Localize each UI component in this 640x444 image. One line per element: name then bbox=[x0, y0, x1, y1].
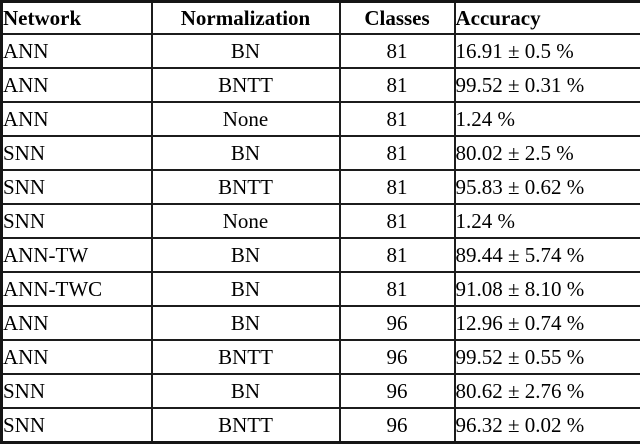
column-header-network: Network bbox=[2, 2, 152, 35]
table-cell: 96 bbox=[340, 374, 455, 408]
table-cell: ANN bbox=[2, 340, 152, 374]
table-cell: 81 bbox=[340, 102, 455, 136]
table-cell: 96 bbox=[340, 408, 455, 443]
table-cell: SNN bbox=[2, 408, 152, 443]
table-cell: SNN bbox=[2, 374, 152, 408]
table-cell: 99.52 ± 0.55 % bbox=[455, 340, 640, 374]
table-cell: 1.24 % bbox=[455, 204, 640, 238]
table-cell: 89.44 ± 5.74 % bbox=[455, 238, 640, 272]
table-cell: SNN bbox=[2, 136, 152, 170]
table-cell: 81 bbox=[340, 204, 455, 238]
table-cell: SNN bbox=[2, 204, 152, 238]
table-cell: ANN bbox=[2, 34, 152, 68]
table-cell: None bbox=[152, 204, 340, 238]
table-cell: 81 bbox=[340, 272, 455, 306]
table-cell: 81 bbox=[340, 238, 455, 272]
table-cell: BNTT bbox=[152, 68, 340, 102]
table-cell: BNTT bbox=[152, 340, 340, 374]
table-cell: 95.83 ± 0.62 % bbox=[455, 170, 640, 204]
table-cell: 12.96 ± 0.74 % bbox=[455, 306, 640, 340]
table-cell: 1.24 % bbox=[455, 102, 640, 136]
table-cell: ANN bbox=[2, 68, 152, 102]
table-cell: BNTT bbox=[152, 170, 340, 204]
table-cell: BN bbox=[152, 272, 340, 306]
table-cell: ANN bbox=[2, 306, 152, 340]
table-cell: BN bbox=[152, 306, 340, 340]
table-cell: 81 bbox=[340, 68, 455, 102]
table-cell: BN bbox=[152, 136, 340, 170]
table-cell: ANN-TW bbox=[2, 238, 152, 272]
table-cell: 96.32 ± 0.02 % bbox=[455, 408, 640, 443]
table-cell: BN bbox=[152, 374, 340, 408]
column-header-accuracy: Accuracy bbox=[455, 2, 640, 35]
column-header-normalization: Normalization bbox=[152, 2, 340, 35]
table-cell: BN bbox=[152, 34, 340, 68]
table-cell: 91.08 ± 8.10 % bbox=[455, 272, 640, 306]
table-cell: 81 bbox=[340, 136, 455, 170]
table-cell: 96 bbox=[340, 306, 455, 340]
table-cell: SNN bbox=[2, 170, 152, 204]
table-cell: 81 bbox=[340, 34, 455, 68]
table-cell: None bbox=[152, 102, 340, 136]
table-cell: 81 bbox=[340, 170, 455, 204]
table-cell: BN bbox=[152, 238, 340, 272]
table-cell: BNTT bbox=[152, 408, 340, 443]
table-cell: 16.91 ± 0.5 % bbox=[455, 34, 640, 68]
table-cell: 96 bbox=[340, 340, 455, 374]
table-cell: 80.02 ± 2.5 % bbox=[455, 136, 640, 170]
table-cell: 99.52 ± 0.31 % bbox=[455, 68, 640, 102]
column-header-classes: Classes bbox=[340, 2, 455, 35]
table-cell: ANN bbox=[2, 102, 152, 136]
table-cell: ANN-TWC bbox=[2, 272, 152, 306]
table-cell: 80.62 ± 2.76 % bbox=[455, 374, 640, 408]
